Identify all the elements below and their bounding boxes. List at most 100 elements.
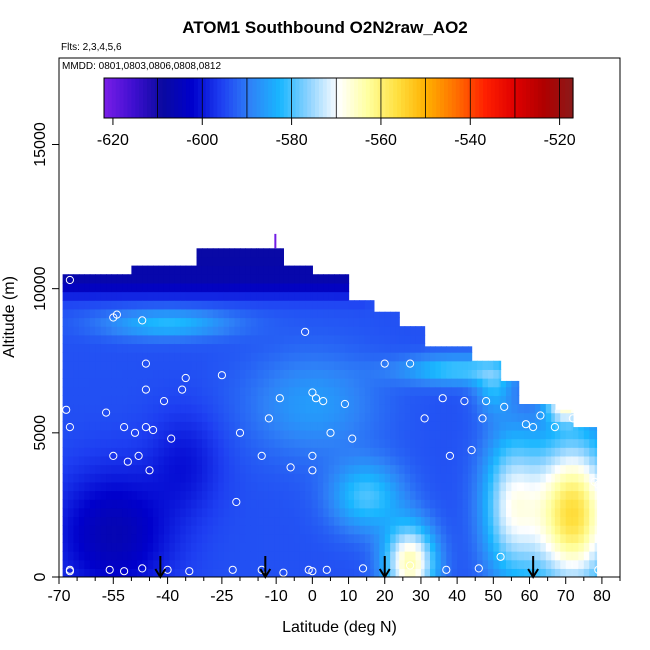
heatmap-cell [73,308,80,319]
heatmap-cell [196,438,203,448]
heatmap-cell [560,412,567,422]
heatmap-cell [89,291,96,301]
heatmap-cell [424,559,431,569]
x-tick-label: 10 [340,588,358,605]
heatmap-cell [95,533,102,543]
heatmap-cell [560,447,567,457]
heatmap-cell [516,507,520,518]
heatmap-cell [524,542,531,552]
heatmap-cell [353,404,361,414]
heatmap-cell [364,421,371,431]
heatmap-cell [153,386,160,396]
heatmap-cell [116,274,123,284]
heatmap-cell [516,429,520,440]
heatmap-cell [158,464,165,474]
heatmap-cell [268,438,275,448]
heatmap-cell [122,352,129,362]
heatmap-cell [174,265,181,275]
heatmap-cell [174,360,181,370]
heatmap-cell [212,438,219,448]
heatmap-cell [435,516,442,526]
heatmap-cell [207,369,214,379]
heatmap-cell [471,438,478,448]
heatmap-cell [218,291,225,301]
heatmap-cell [404,360,411,370]
heatmap-cell [127,447,132,457]
heatmap-cell [111,334,118,345]
heatmap-cell [440,395,447,405]
heatmap-cell [136,308,143,319]
heatmap-cell [518,412,525,422]
heatmap-cell [169,412,176,422]
heatmap-cell [274,473,281,483]
heatmap-cell [334,308,341,319]
heatmap-cell [446,404,453,414]
heatmap-cell [239,256,246,267]
heatmap-cell [180,360,187,370]
heatmap-cell [487,542,494,552]
heatmap-cell [560,429,567,440]
colorbar-segment [389,78,394,118]
heatmap-cell [68,455,75,466]
heatmap-cell [424,438,431,448]
heatmap-cell [212,464,219,474]
heatmap-cell [305,265,312,275]
heatmap-cell [395,438,400,448]
heatmap-cell [229,369,236,379]
heatmap-cell [477,369,484,379]
heatmap-cell [196,300,203,310]
heatmap-cell [245,533,252,543]
heatmap-cell [462,507,469,518]
heatmap-cell [467,490,473,500]
heatmap-cell [511,525,518,535]
heatmap-cell [583,507,590,518]
heatmap-cell [95,568,102,577]
heatmap-cell [191,308,198,319]
heatmap-cell [390,490,397,500]
heatmap-cell [571,481,574,492]
heatmap-cell [201,412,208,422]
heatmap-cell [540,507,547,518]
heatmap-cell [424,412,431,422]
heatmap-cell [399,533,406,543]
heatmap-cell [106,473,113,483]
heatmap-cell [353,438,361,448]
heatmap-cell [435,559,442,569]
heatmap-cell [250,404,257,414]
heatmap-cell [435,378,442,388]
heatmap-cell [339,421,346,431]
heatmap-cell [62,455,69,466]
heatmap-cell [493,369,500,379]
heatmap-cell [440,378,447,388]
heatmap-cell [279,256,284,267]
heatmap-cell [471,473,478,483]
heatmap-cell [446,429,453,440]
heatmap-cell [68,369,75,379]
heatmap-cell [191,334,198,345]
heatmap-cell [158,455,165,466]
heatmap-cell [62,447,69,457]
heatmap-cell [158,542,165,552]
heatmap-cell [153,352,160,362]
heatmap-cell [420,507,426,518]
heatmap-cell [229,559,236,569]
heatmap-cell [250,507,257,518]
heatmap-cell [122,542,129,552]
heatmap-cell [518,490,525,500]
heatmap-cell [239,334,246,345]
heatmap-cell [78,507,85,518]
heatmap-cell [136,551,143,561]
heatmap-cell [294,438,301,448]
heatmap-cell [373,525,380,535]
heatmap-cell [399,412,406,422]
heatmap-cell [545,421,552,431]
heatmap-cell [212,421,219,431]
heatmap-cell [482,568,489,577]
heatmap-cell [583,455,590,466]
heatmap-cell [95,360,102,370]
heatmap-cell [323,291,330,301]
heatmap-cell [348,473,355,483]
heatmap-cell [153,326,160,336]
heatmap-cell [68,300,75,310]
colorbar: -620 -600 -580 -560 -540 -520 [97,77,576,149]
